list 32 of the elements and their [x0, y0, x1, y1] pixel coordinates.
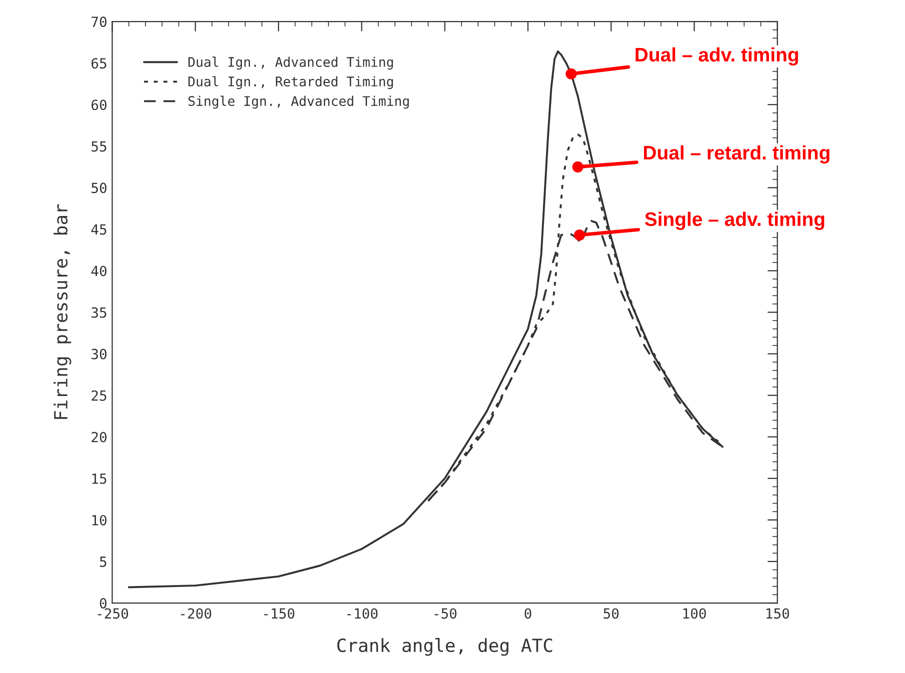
x-tick-label: -100	[347, 608, 378, 619]
y-tick-label: 65	[92, 58, 106, 69]
y-tick-label: 35	[92, 307, 106, 318]
y-tick-label: 60	[92, 100, 106, 110]
y-tick-label: 50	[92, 182, 106, 194]
y-tick-label: 15	[92, 474, 106, 484]
y-tick-label: 70	[92, 16, 106, 28]
annotation: Dual – adv. timing	[636, 47, 798, 66]
y-tick-label: 55	[92, 141, 106, 152]
x-tick-label: -50	[434, 608, 456, 619]
y-tick-label: 20	[92, 432, 106, 442]
y-tick-label: 45	[91, 224, 106, 235]
legend-label: Single Ign., Advanced Timing	[188, 96, 409, 109]
legend-label: Dual Ign., Advanced Timing	[188, 56, 393, 70]
y-tick-label: 0	[100, 598, 106, 609]
y-tick-label: 10	[92, 514, 106, 526]
y-tick-label: 5	[100, 556, 106, 567]
x-tick-label: -150	[264, 608, 294, 619]
legend-label: Dual Ign., Retarded Timing	[188, 76, 393, 90]
annotation: Single – adv. timing	[644, 212, 824, 230]
x-tick-label: -250	[98, 608, 128, 619]
y-tick-label: 25	[92, 390, 106, 401]
x-axis-title: Crank angle, deg ATC	[337, 638, 552, 656]
annotation: Dual – retard. timing	[644, 145, 830, 164]
x-tick-label: 50	[604, 608, 619, 619]
y-axis-title: Firing pressure, bar	[54, 204, 72, 419]
y-tick-label: 30	[92, 348, 106, 360]
x-tick-label: 0	[524, 608, 532, 619]
x-tick-label: 100	[683, 608, 706, 619]
x-tick-label: -200	[181, 608, 212, 619]
y-tick-label: 40	[91, 266, 106, 276]
x-tick-label: 150	[766, 608, 790, 619]
